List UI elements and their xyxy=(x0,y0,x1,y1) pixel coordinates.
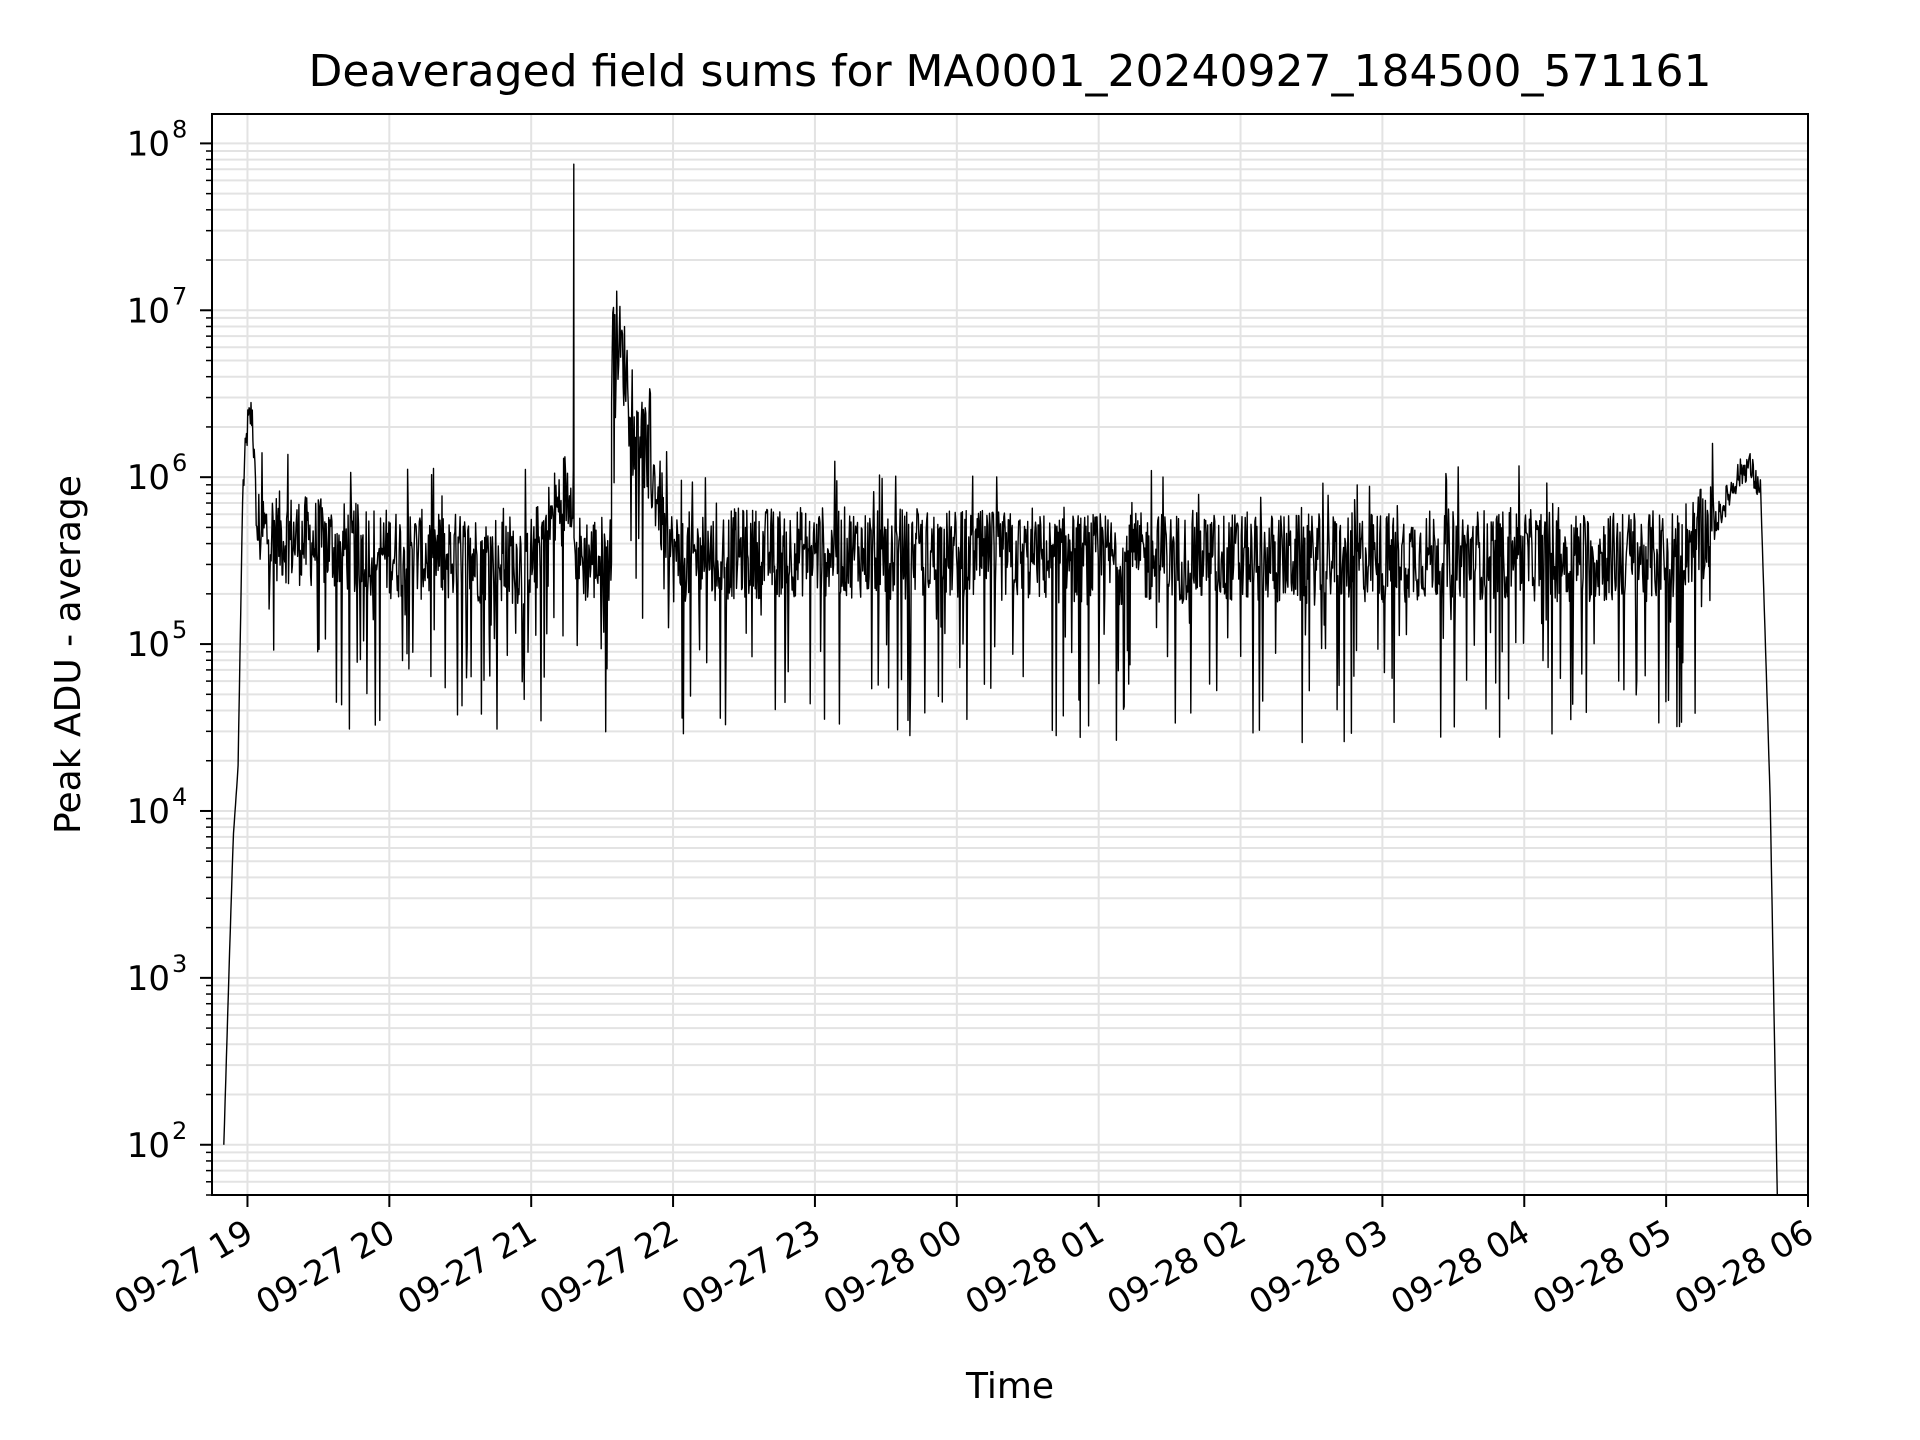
y-tick-label: 10 xyxy=(127,959,170,999)
plot-area-frame xyxy=(211,113,1809,1196)
chart-title: Deaveraged field sums for MA0001_2024092… xyxy=(309,46,1712,97)
y-tick-label-exponent: 2 xyxy=(172,1117,187,1145)
y-tick-label-exponent: 5 xyxy=(172,616,187,644)
y-axis-label: Peak ADU - average xyxy=(48,475,89,834)
y-tick-label-exponent: 7 xyxy=(172,282,187,310)
y-tick-label: 10 xyxy=(127,625,170,665)
x-axis-label: Time xyxy=(965,1366,1054,1407)
y-tick-label: 10 xyxy=(127,792,170,832)
y-tick-label-exponent: 8 xyxy=(172,115,187,143)
y-tick-label: 10 xyxy=(127,124,170,164)
y-tick-label-exponent: 3 xyxy=(172,950,187,978)
series-layer xyxy=(223,163,1778,1196)
y-tick-label-exponent: 6 xyxy=(172,449,187,477)
y-tick-label: 10 xyxy=(127,1126,170,1166)
y-tick-label: 10 xyxy=(127,458,170,498)
series-line xyxy=(223,163,1778,1196)
y-tick-label: 10 xyxy=(127,291,170,331)
y-tick-label-exponent: 4 xyxy=(172,783,187,811)
